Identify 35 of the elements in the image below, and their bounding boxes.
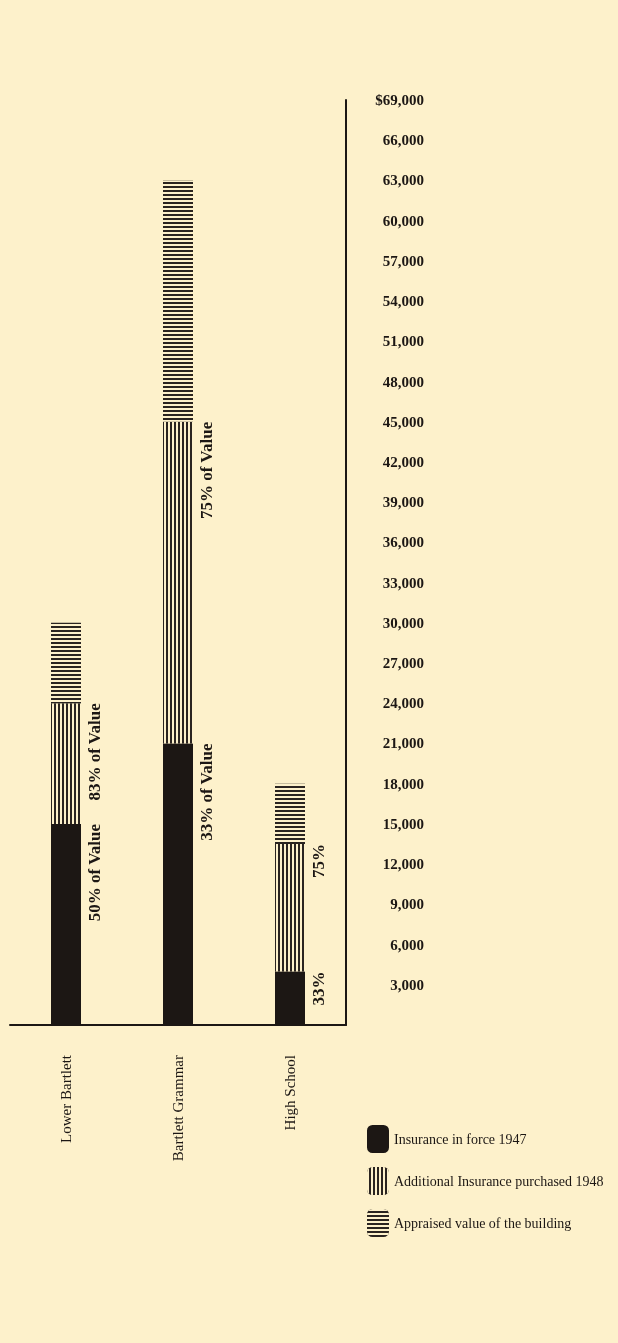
y-tick-label: 51,000 <box>382 333 424 350</box>
y-tick-label: 39,000 <box>382 494 424 511</box>
x-tick-label: High School <box>282 1055 298 1131</box>
y-tick-label: 48,000 <box>382 373 424 390</box>
y-tick-label: 57,000 <box>382 252 424 269</box>
y-tick-label: $69,000 <box>375 92 424 108</box>
y-tick-label: 12,000 <box>382 856 424 873</box>
y-tick-label: 24,000 <box>382 695 424 712</box>
y-tick-label: 30,000 <box>382 614 424 631</box>
y-tick-label: 3,000 <box>390 976 424 993</box>
y-tick-label: 21,000 <box>382 735 424 752</box>
y-tick-label: 63,000 <box>382 172 424 189</box>
y-tick-label: 33,000 <box>382 574 424 591</box>
x-tick-label: Lower Bartlett <box>58 1054 74 1143</box>
y-tick-label: 45,000 <box>382 413 424 430</box>
y-tick-label: 18,000 <box>382 775 424 792</box>
annotation: 75% of Value <box>197 421 216 520</box>
annotation: 83% of Value <box>85 702 104 801</box>
annotation: 50% of Value <box>85 823 104 922</box>
y-tick-label: 36,000 <box>382 534 424 551</box>
y-tick-label: 54,000 <box>382 293 424 310</box>
y-tick-label: 27,000 <box>382 655 424 672</box>
y-tick-label: 15,000 <box>382 815 424 832</box>
legend-label: Insurance in force 1947 <box>394 1131 527 1147</box>
y-tick-label: 9,000 <box>390 896 424 913</box>
annotation: 75% <box>309 844 328 879</box>
annotation: 33% <box>309 971 328 1006</box>
y-tick-label: 6,000 <box>390 936 424 953</box>
legend-label: Appraised value of the building <box>394 1215 572 1231</box>
legend-label: Additional Insurance purchased 1948 <box>394 1173 604 1189</box>
y-tick-label: 66,000 <box>382 132 424 149</box>
x-tick-label: Bartlett Grammar <box>170 1055 186 1162</box>
y-tick-label: 60,000 <box>382 212 424 229</box>
y-tick-label: 42,000 <box>382 453 424 470</box>
annotation: 33% of Value <box>197 743 216 841</box>
